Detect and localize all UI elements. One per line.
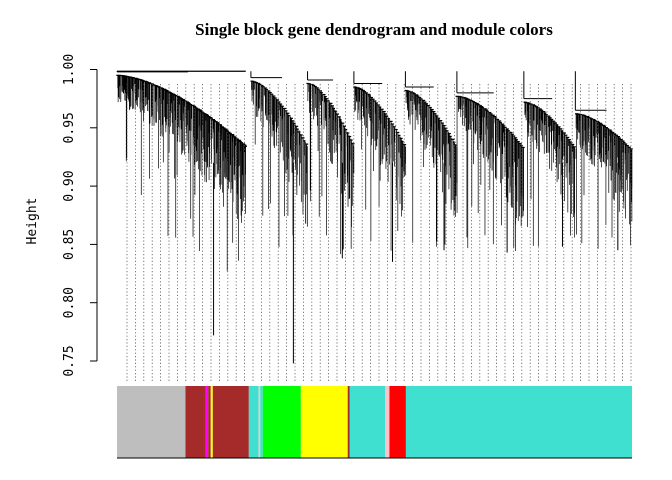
module-color-segment: [210, 386, 213, 458]
y-tick-label: 0.95: [62, 112, 77, 143]
module-color-segment: [260, 386, 263, 458]
dendrogram-branch: [116, 71, 247, 336]
module-color-segment: [300, 386, 348, 458]
module-color-segment: [205, 386, 209, 458]
module-color-segment: [248, 386, 259, 458]
module-color-segment: [185, 386, 206, 458]
chart-title: Single block gene dendrogram and module …: [195, 20, 553, 39]
y-tick-label: 0.75: [62, 345, 77, 376]
dendrogram-branch: [250, 71, 309, 364]
module-color-segment: [405, 386, 632, 458]
y-tick-label: 0.85: [62, 229, 77, 260]
dendrogram-branch: [523, 71, 577, 247]
y-tick-label: 0.80: [62, 287, 77, 318]
module-color-bar: [117, 386, 632, 459]
module-color-segment: [262, 386, 301, 458]
y-tick-label: 1.00: [62, 54, 77, 85]
module-color-segment: [385, 386, 390, 458]
dendrogram-branch: [353, 71, 407, 262]
module-color-segment: [212, 386, 249, 458]
dendrogram-branch: [404, 71, 458, 251]
leaf-guide-lines: [126, 84, 632, 382]
module-color-segment: [389, 386, 406, 458]
module-color-segment: [349, 386, 386, 458]
y-tick-label: 0.90: [62, 170, 77, 201]
dendrogram-branch: [574, 71, 633, 251]
module-color-segment: [258, 386, 261, 458]
dendrogram-branch: [455, 71, 525, 253]
module-color-segment: [117, 386, 186, 458]
y-axis-label: Height: [25, 198, 40, 245]
module-color-segment: [208, 386, 211, 458]
module-color-segment: [347, 386, 350, 458]
y-axis: 0.75 0.80 0.85 0.90 0.95 1.00: [62, 54, 98, 377]
dendrogram-branch: [306, 71, 355, 259]
